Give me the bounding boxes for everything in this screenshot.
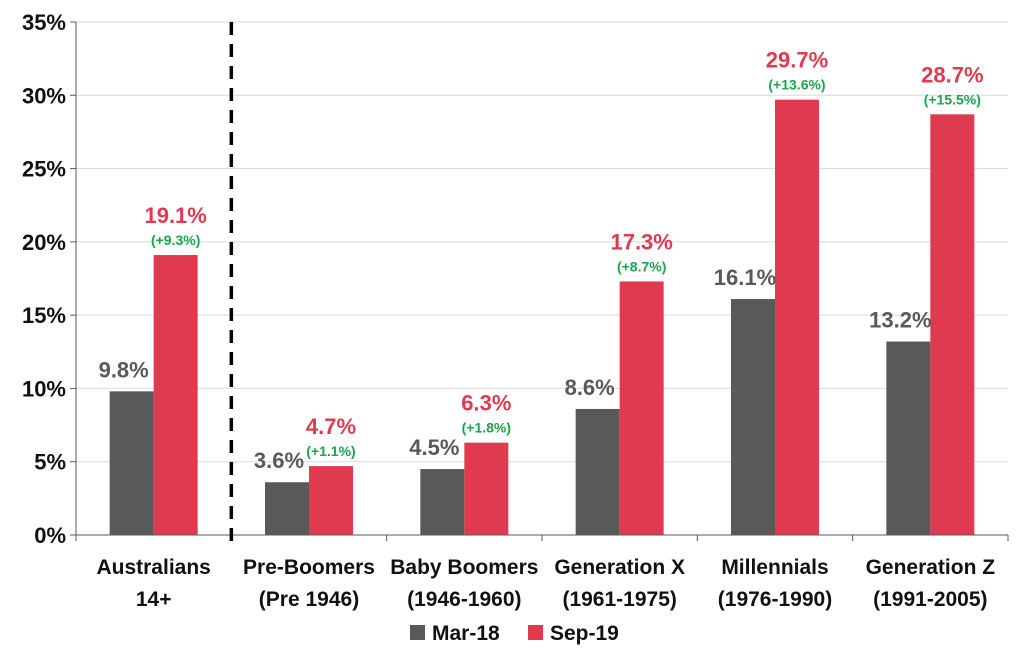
category-label: (1961-1975) — [562, 588, 676, 611]
bar-sep-19 — [153, 255, 198, 535]
y-tick-label: 35% — [22, 10, 66, 35]
category-label: Pre-Boomers — [243, 556, 375, 579]
data-label-mar-18: 13.2% — [869, 308, 931, 333]
y-tick-label: 0% — [34, 523, 66, 548]
data-label-sep-19: 19.1% — [144, 203, 206, 228]
data-label-sep-19: 29.7% — [766, 48, 828, 73]
legend-label: Mar-18 — [432, 622, 500, 645]
legend-swatch — [528, 625, 543, 640]
category-label: Baby Boomers — [390, 556, 538, 579]
category-label: (Pre 1946) — [259, 588, 359, 611]
bar-mar-18 — [109, 391, 154, 535]
category-label: (1991-2005) — [873, 588, 987, 611]
bar-sep-19 — [619, 281, 664, 535]
y-tick-label: 10% — [22, 376, 66, 401]
y-tick-label: 15% — [22, 303, 66, 328]
change-label: (+1.8%) — [462, 420, 511, 436]
data-label-mar-18: 9.8% — [99, 357, 149, 382]
legend: Mar-18 Sep-19 — [410, 622, 619, 645]
change-label: (+8.7%) — [617, 258, 666, 274]
gridlines — [76, 21, 1008, 463]
change-label: (+1.1%) — [306, 443, 355, 459]
change-label: (+9.3%) — [151, 232, 200, 248]
category-label: Australians — [96, 556, 210, 579]
bar-sep-19 — [309, 466, 353, 535]
data-labels: 9.8% 19.1% (+9.3%) 3.6%4.7% (+1.1%) 4.5%6.3% (… — [99, 48, 984, 474]
bar-mar-18 — [265, 482, 309, 535]
y-tick-label: 25% — [22, 157, 66, 182]
category-label: 14+ — [136, 588, 172, 611]
data-label-sep-19: 17.3% — [610, 229, 672, 254]
data-label-sep-19: 4.7% — [306, 414, 356, 439]
category-label: (1976-1990) — [718, 588, 832, 611]
y-tick-label: 5% — [34, 450, 66, 475]
bar-mar-18 — [420, 469, 465, 535]
data-label-sep-19: 6.3% — [461, 391, 511, 416]
bar-sep-19 — [775, 99, 819, 535]
data-label-sep-19: 28.7% — [921, 62, 983, 87]
data-label-mar-18: 4.5% — [409, 435, 459, 460]
x-axis: Australians 14+ Pre-Boomers (Pre 1946) Baby … — [75, 22, 1009, 611]
bar-mar-18 — [731, 299, 775, 535]
data-label-mar-18: 3.6% — [254, 448, 304, 473]
bars — [109, 99, 975, 535]
category-label: Generation Z — [866, 556, 996, 579]
y-tick-label: 30% — [22, 83, 66, 108]
change-label: (+15.5%) — [924, 91, 981, 107]
bar-mar-18 — [886, 341, 931, 535]
legend-label: Sep-19 — [550, 622, 619, 645]
y-axis: 0% 5% 10% 15% 20% 25% 30% 35% — [22, 10, 77, 548]
legend-swatch — [410, 625, 425, 640]
change-label: (+13.6%) — [768, 77, 825, 93]
data-label-mar-18: 8.6% — [565, 375, 615, 400]
category-label: Generation X — [554, 556, 685, 579]
bar-sep-19 — [930, 114, 975, 535]
y-tick-label: 20% — [22, 230, 66, 255]
bar-sep-19 — [464, 442, 509, 535]
bar-mar-18 — [575, 408, 620, 535]
category-label: (1946-1960) — [407, 588, 521, 611]
data-label-mar-18: 16.1% — [714, 265, 776, 290]
category-label: Millennials — [721, 556, 828, 579]
